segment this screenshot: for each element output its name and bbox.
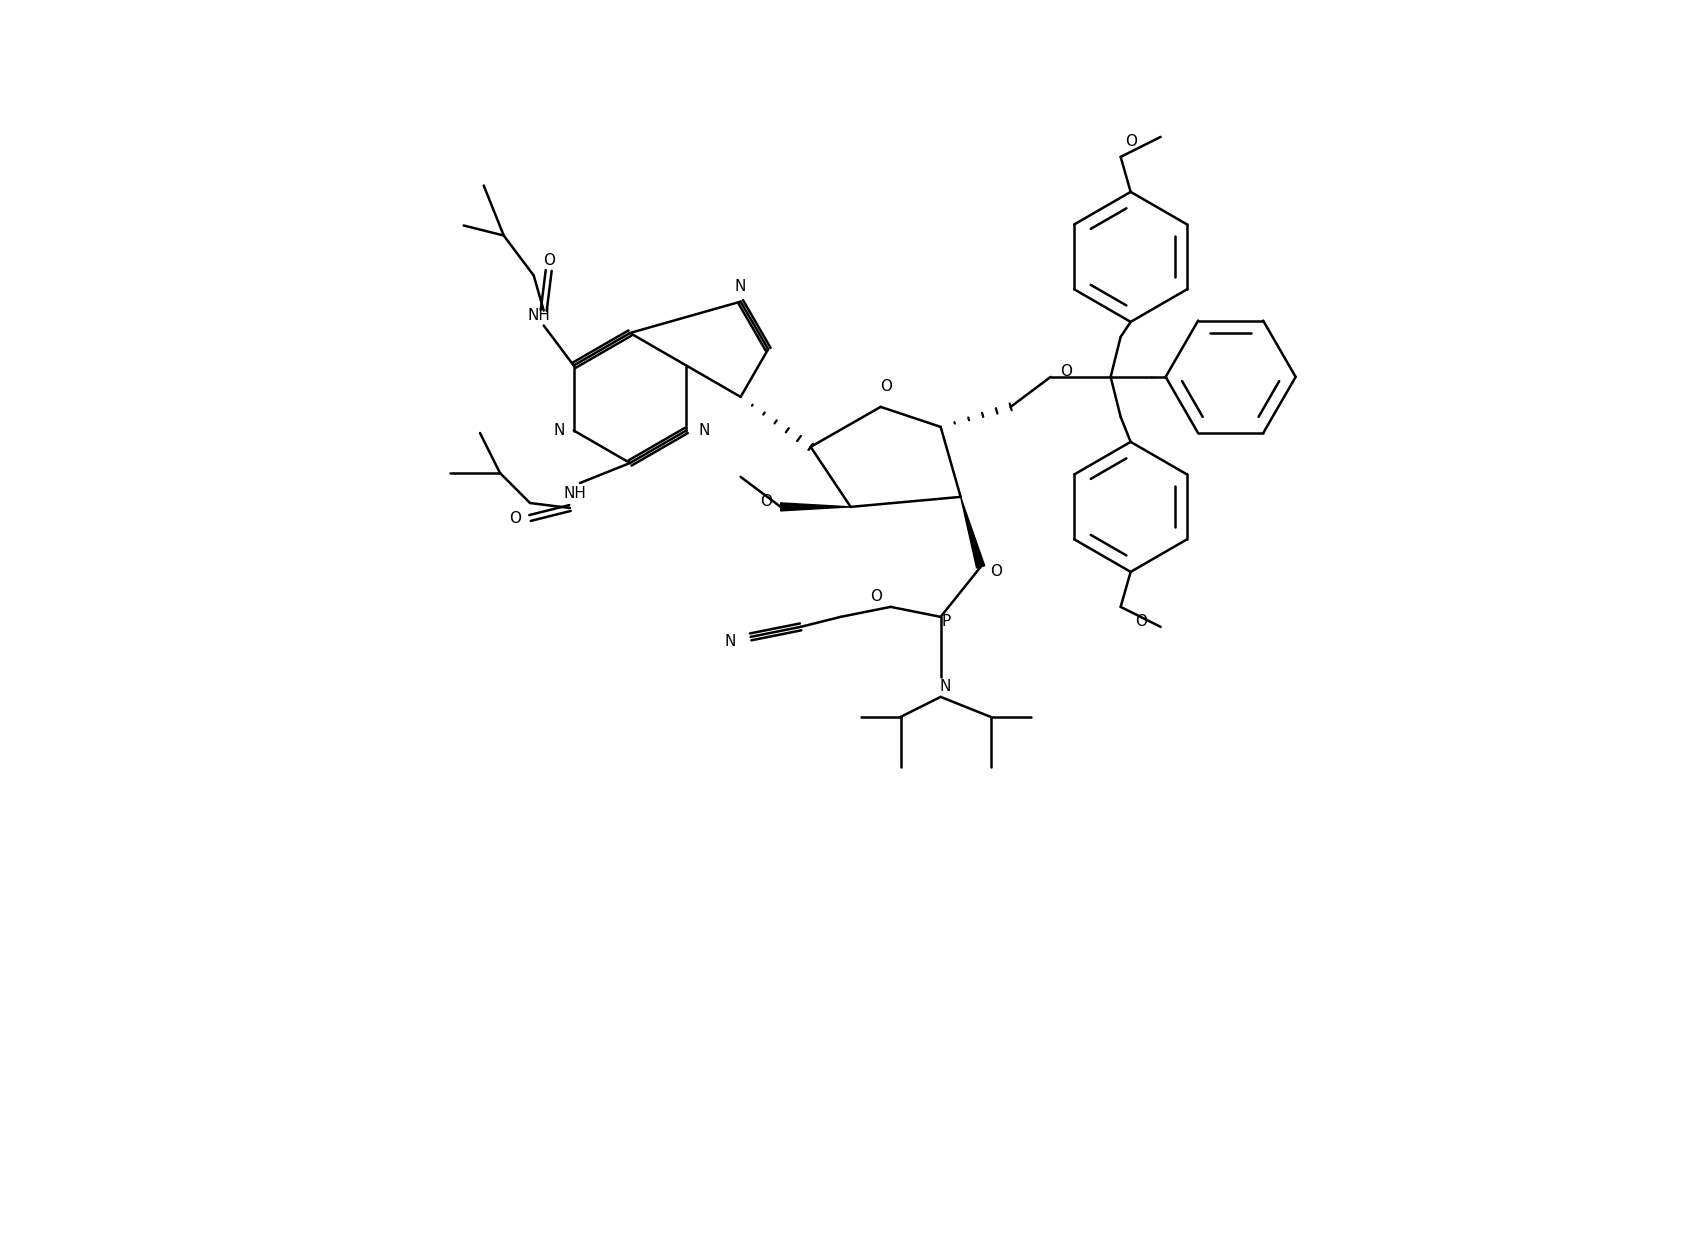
Text: N: N [698,423,709,438]
Text: O: O [1059,364,1071,379]
Text: O: O [1123,135,1137,150]
Text: O: O [880,379,892,395]
Text: NH: NH [527,308,551,323]
Text: N: N [552,423,564,438]
Text: P: P [941,614,949,629]
Text: N: N [735,279,747,295]
Text: NH: NH [562,485,586,500]
Text: N: N [939,680,951,695]
Text: O: O [1133,614,1145,629]
Polygon shape [780,503,850,511]
Text: O: O [758,494,772,509]
Text: O: O [508,510,520,525]
Text: O: O [542,253,554,267]
Polygon shape [959,496,985,568]
Text: N: N [725,634,736,650]
Text: O: O [990,565,1002,579]
Text: O: O [870,589,882,604]
